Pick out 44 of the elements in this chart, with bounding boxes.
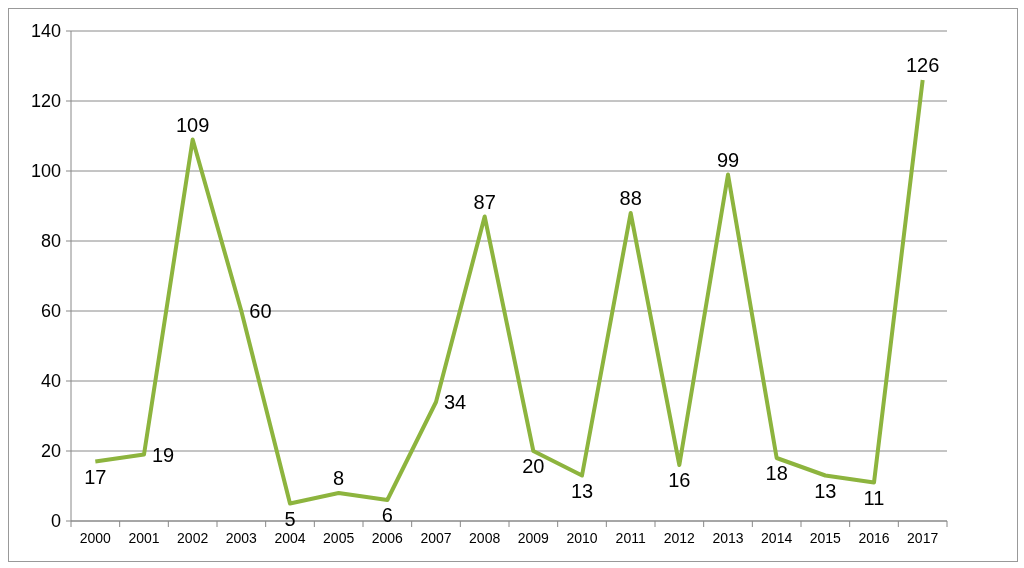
y-tick-label: 40 <box>40 371 61 392</box>
data-label: 20 <box>522 455 545 477</box>
x-tick-label: 2003 <box>225 530 258 546</box>
data-label: 8 <box>333 467 345 489</box>
data-label: 34 <box>444 391 467 413</box>
x-tick-label: 2004 <box>274 530 306 546</box>
data-label: 99 <box>716 148 740 171</box>
x-tick-label: 2013 <box>712 530 744 546</box>
x-tick-label: 2007 <box>420 530 452 546</box>
x-tick-label: 2005 <box>323 530 355 546</box>
x-tick-label: 2011 <box>615 530 646 546</box>
x-tick-label: 2006 <box>371 530 404 546</box>
y-tick-label: 0 <box>50 511 61 532</box>
data-label: 60 <box>249 300 272 322</box>
x-tick-label: 2008 <box>469 530 501 546</box>
y-tick-label: 100 <box>30 161 61 182</box>
data-label: 13 <box>570 479 594 502</box>
x-tick-label: 2009 <box>517 530 550 546</box>
y-tick-label: 20 <box>40 441 61 462</box>
x-tick-label: 2010 <box>566 530 598 546</box>
data-label: 88 <box>619 187 642 209</box>
data-label: 18 <box>765 462 788 484</box>
data-label: 19 <box>152 443 175 466</box>
y-tick-label: 80 <box>40 231 61 252</box>
data-label: 17 <box>84 465 107 488</box>
x-tick-label: 2000 <box>79 530 112 546</box>
data-label: 126 <box>905 54 940 76</box>
data-label: 109 <box>175 113 210 136</box>
data-label: 87 <box>473 190 496 213</box>
y-tick-label: 140 <box>30 21 61 42</box>
data-label: 16 <box>668 469 691 491</box>
x-tick-label: 2001 <box>128 530 160 546</box>
x-tick-label: 2002 <box>177 530 209 546</box>
x-tick-label: 2017 <box>907 530 939 546</box>
data-label: 11 <box>863 486 885 509</box>
y-tick-label: 120 <box>30 91 61 112</box>
x-tick-label: 2015 <box>809 530 842 546</box>
x-tick-label: 2012 <box>663 530 696 546</box>
x-tick-label: 2014 <box>761 530 793 546</box>
x-tick-label: 2016 <box>858 530 890 546</box>
y-tick-label: 60 <box>40 301 61 322</box>
data-label: 13 <box>814 479 837 502</box>
data-label: 5 <box>284 507 296 530</box>
data-label: 6 <box>381 504 393 526</box>
